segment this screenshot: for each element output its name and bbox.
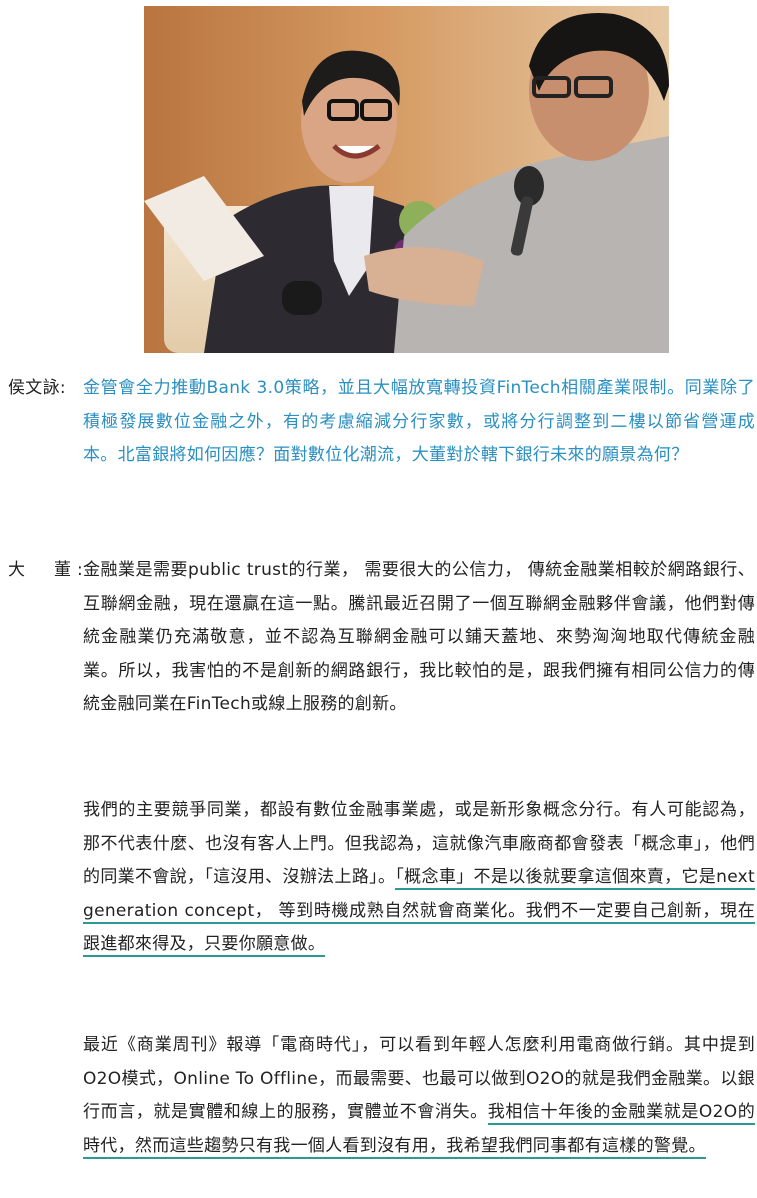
- interview-photo: [144, 6, 669, 353]
- photo-illustration: [144, 6, 669, 353]
- answer-p3-plain: 最近《商業周刊》報導「電商時代」，可以看到年輕人怎麼利用電商做行銷。其中提到O2…: [83, 1035, 755, 1122]
- answer-paragraph-2: 我們的主要競爭同業，都設有數位金融事業處，或是新形象概念分行。有人可能認為，那不…: [83, 794, 756, 962]
- answer-paragraph-3: 最近《商業周刊》報導「電商時代」，可以看到年輕人怎麼利用電商做行銷。其中提到O2…: [83, 1029, 755, 1163]
- answer-p3-highlight: 我相信十年後的金融業就是O2O的時代，然而這些趨勢只有我一個人看到沒有用，我希望…: [83, 1102, 755, 1159]
- speaker-hou: 侯文詠:: [8, 378, 66, 398]
- answer-p2-plain: 我們的主要競爭同業，都設有數位金融事業處，或是新形象概念分行。有人可能認為，那不…: [83, 800, 755, 887]
- answer-p2-highlight: 「概念車」不是以後就要拿這個來賣，它是next generation conce…: [83, 867, 756, 957]
- speaker-da-dong: 大 董:: [8, 560, 89, 580]
- question-text: 金管會全力推動Bank 3.0策略，並且大幅放寬轉投資FinTech相關產業限制…: [83, 378, 755, 465]
- answer-paragraph-1: 金融業是需要public trust的行業， 需要很大的公信力， 傳統金融業相較…: [83, 554, 755, 722]
- answer-p1-text: 金融業是需要public trust的行業， 需要很大的公信力， 傳統金融業相較…: [83, 560, 755, 714]
